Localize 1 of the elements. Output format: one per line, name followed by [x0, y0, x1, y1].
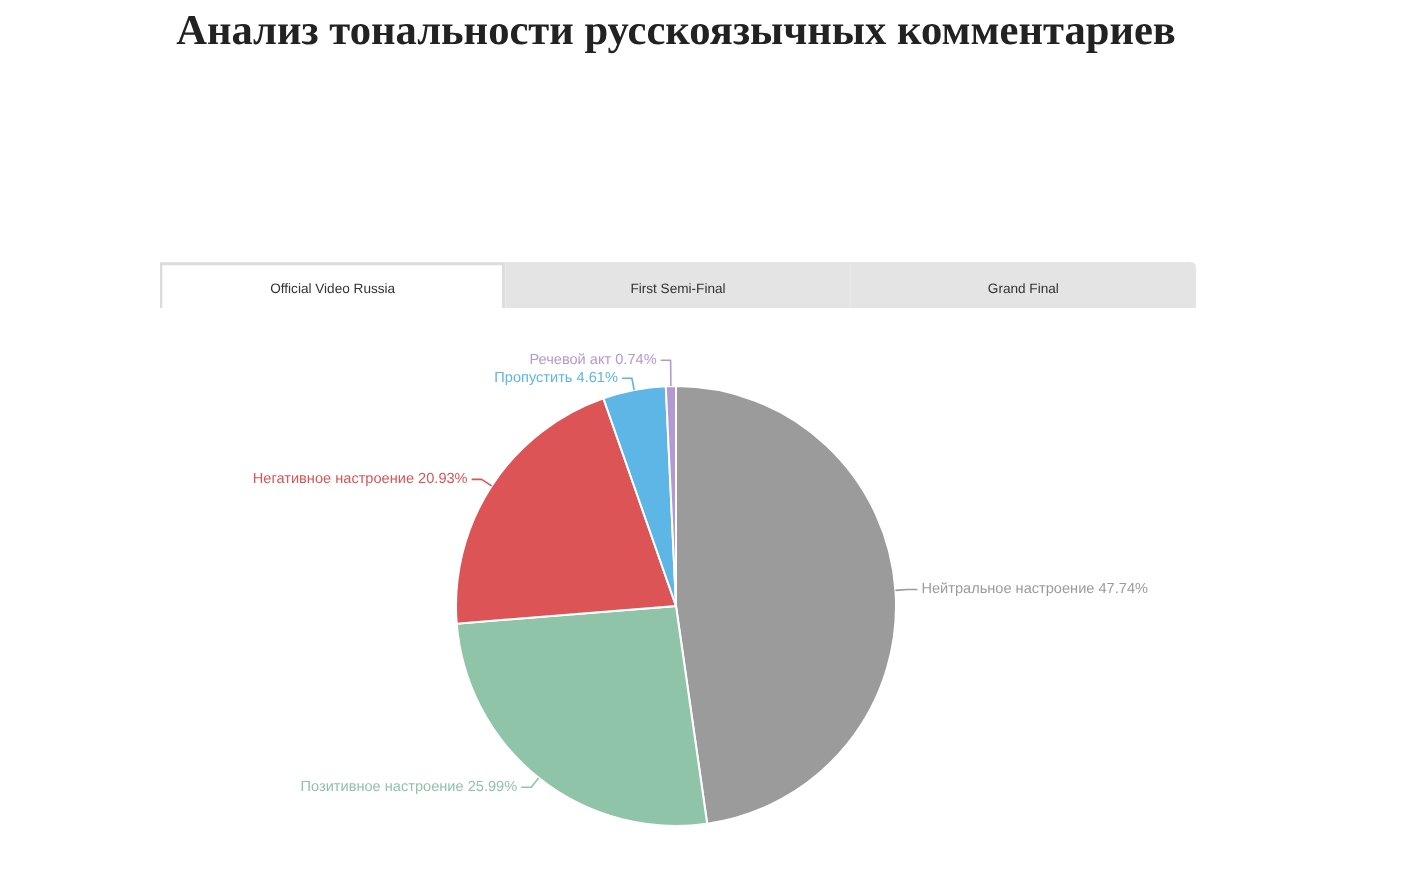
chart-title: Анализ тональности русскоязычных комментариев: [176, 6, 1176, 54]
